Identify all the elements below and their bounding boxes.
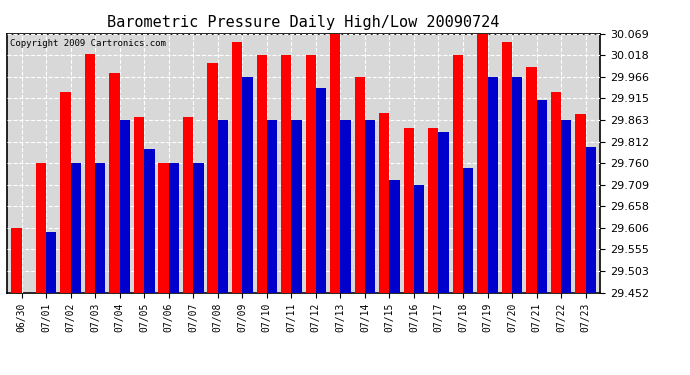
Bar bbox=[169, 164, 179, 292]
Title: Barometric Pressure Daily High/Low 20090724: Barometric Pressure Daily High/Low 20090… bbox=[108, 15, 500, 30]
Bar bbox=[267, 120, 277, 292]
Bar bbox=[551, 92, 561, 292]
Bar bbox=[453, 55, 463, 292]
Bar bbox=[281, 55, 291, 292]
Bar bbox=[134, 117, 144, 292]
Bar bbox=[193, 164, 204, 292]
Bar bbox=[144, 148, 155, 292]
Bar bbox=[85, 54, 95, 292]
Bar bbox=[11, 228, 21, 292]
Bar bbox=[340, 120, 351, 292]
Bar bbox=[183, 117, 193, 292]
Bar bbox=[379, 113, 389, 292]
Bar bbox=[110, 73, 119, 292]
Bar bbox=[257, 55, 267, 292]
Bar bbox=[218, 120, 228, 292]
Bar bbox=[306, 55, 316, 292]
Bar bbox=[512, 77, 522, 292]
Bar bbox=[95, 164, 106, 292]
Bar bbox=[46, 232, 57, 292]
Bar bbox=[502, 42, 512, 292]
Bar bbox=[208, 63, 218, 292]
Bar bbox=[70, 164, 81, 292]
Bar bbox=[488, 77, 497, 292]
Bar bbox=[438, 132, 449, 292]
Bar bbox=[36, 164, 46, 292]
Bar bbox=[477, 34, 488, 292]
Bar bbox=[119, 120, 130, 292]
Bar bbox=[291, 120, 302, 292]
Bar bbox=[242, 77, 253, 292]
Bar bbox=[232, 42, 242, 292]
Bar bbox=[159, 164, 169, 292]
Bar bbox=[365, 120, 375, 292]
Bar bbox=[428, 128, 438, 292]
Bar bbox=[316, 88, 326, 292]
Bar bbox=[330, 31, 340, 292]
Bar bbox=[561, 120, 571, 292]
Bar bbox=[60, 92, 70, 292]
Bar bbox=[404, 128, 414, 292]
Bar bbox=[389, 180, 400, 292]
Bar bbox=[586, 147, 596, 292]
Bar bbox=[575, 114, 586, 292]
Bar bbox=[537, 100, 547, 292]
Text: Copyright 2009 Cartronics.com: Copyright 2009 Cartronics.com bbox=[10, 39, 166, 48]
Bar bbox=[355, 77, 365, 292]
Bar bbox=[526, 67, 537, 292]
Bar bbox=[414, 185, 424, 292]
Bar bbox=[463, 168, 473, 292]
